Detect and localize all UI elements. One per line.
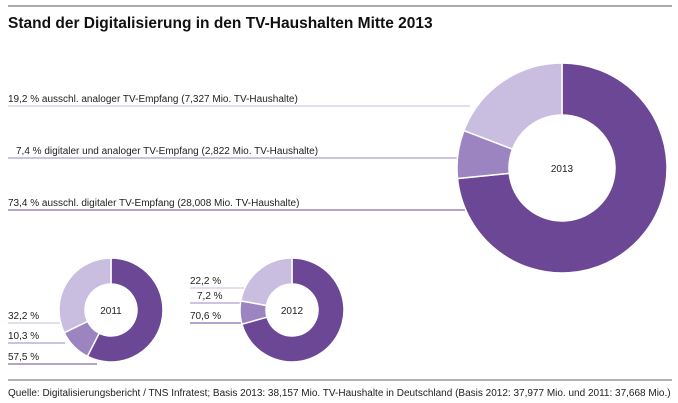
donut-slice-0-0 bbox=[456, 62, 668, 274]
donut-center-label: 2012 bbox=[281, 306, 304, 317]
donut-center-label: 2011 bbox=[100, 306, 122, 317]
data-label: 57,5 % bbox=[8, 352, 39, 363]
chart-title: Stand der Digitalisierung in den TV-Haus… bbox=[8, 15, 433, 32]
donut-slice-2-2 bbox=[239, 257, 293, 307]
donut-center-label: 2013 bbox=[551, 164, 574, 175]
source-note: Quelle: Digitalisierungsbericht / TNS In… bbox=[8, 388, 671, 399]
donut-slice-1-0 bbox=[86, 257, 164, 363]
data-label: 32,2 % bbox=[8, 311, 39, 322]
data-label: 10,3 % bbox=[8, 331, 39, 342]
donut-slice-0-2 bbox=[462, 62, 563, 151]
data-label: 19,2 % ausschl. analoger TV-Empfang (7,3… bbox=[8, 94, 298, 105]
donut-slice-1-2 bbox=[58, 257, 112, 334]
data-label: 7,2 % bbox=[197, 291, 223, 302]
donut-slice-2-0 bbox=[241, 257, 345, 363]
data-label: 22,2 % bbox=[190, 276, 221, 287]
data-label: 70,6 % bbox=[190, 311, 221, 322]
data-label: 73,4 % ausschl. digitaler TV-Empfang (28… bbox=[8, 198, 299, 209]
data-label: 7,4 % digitaler und analoger TV-Empfang … bbox=[16, 146, 318, 157]
